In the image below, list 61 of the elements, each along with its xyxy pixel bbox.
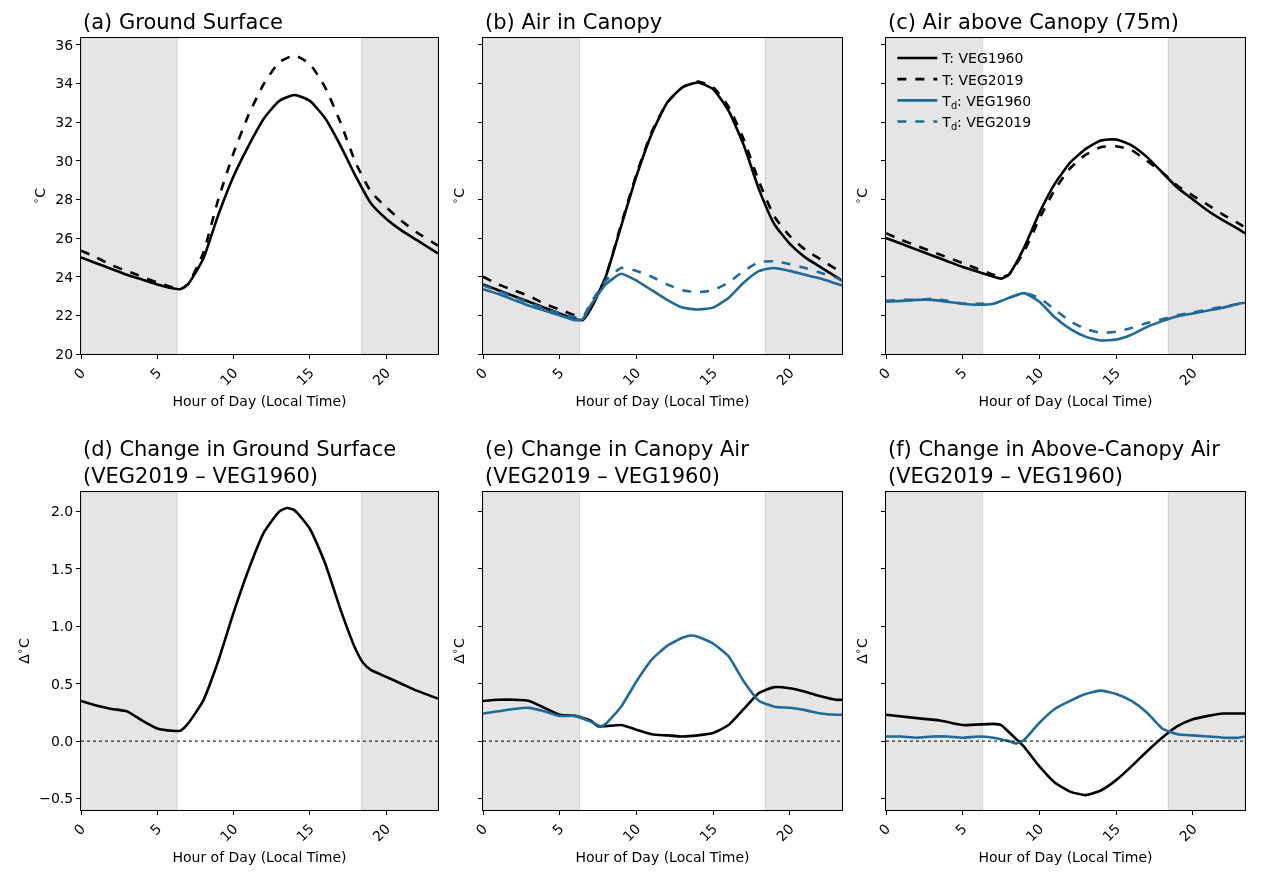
x-tick-label: 10 [1022,820,1047,845]
x-tick-label: 10 [216,364,241,389]
y-tick-label: 36 [55,36,74,53]
y-tick-label: 0.0 [50,733,74,750]
x-tick-label: 5 [146,820,165,839]
chart-title: (b) Air in Canopy [485,10,663,34]
x-axis-title: Hour of Day (Local Time) [172,392,347,409]
x-tick-label: 10 [1022,364,1047,389]
x-tick-label: 0 [472,364,491,383]
x-tick-label: 20 [772,820,797,845]
x-tick-label: 15 [1099,820,1124,845]
x-tick-label: 0 [70,364,89,383]
y-tick-label: 22 [55,307,74,324]
x-tick-label: 20 [369,364,394,389]
x-axis-title: Hour of Day (Local Time) [575,848,750,865]
x-tick-label: 0 [875,364,894,383]
x-tick-label: 20 [1175,820,1200,845]
x-tick-label: 0 [472,820,491,839]
x-tick-label: 20 [369,820,394,845]
y-tick-label: 34 [55,75,74,92]
chart-title: (f) Change in Above-Canopy Air (VEG2019 – VEG1960) [888,437,1221,489]
x-tick-label: 5 [952,820,970,839]
x-tick-label: 5 [549,820,567,839]
x-tick-label: 15 [696,364,721,389]
x-tick-label: 15 [293,364,317,389]
legend-label: T$_{d}$: VEG2019 [941,114,1032,132]
x-tick-label: 20 [772,364,797,389]
y-tick-label: 0.5 [50,675,74,692]
y-tick-label: 24 [55,268,74,285]
y-tick-label: −0.5 [39,790,74,807]
y-tick-label: 1.0 [50,618,74,635]
y-tick-label: 1.5 [50,560,74,577]
x-tick-label: 15 [1099,364,1124,389]
legend-label: T: VEG1960 [941,50,1024,67]
x-tick-label: 0 [875,820,894,839]
y-tick-label: 26 [55,229,74,246]
x-tick-label: 0 [70,820,89,839]
chart-title: (c) Air above Canopy (75m) [888,10,1179,34]
legend-label: T$_{d}$: VEG1960 [941,92,1032,111]
x-tick-label: 20 [1175,364,1200,389]
chart-title: (a) Ground Surface [83,10,283,34]
legend-label: T: VEG2019 [941,71,1024,88]
x-tick-label: 5 [549,364,567,383]
y-tick-label: 28 [55,191,74,208]
x-axis-title: Hour of Day (Local Time) [172,848,347,865]
y-tick-label: 20 [55,345,74,362]
x-axis-title: Hour of Day (Local Time) [575,392,750,409]
y-tick-label: 32 [55,113,74,130]
x-axis-title: Hour of Day (Local Time) [978,392,1153,409]
x-tick-label: 10 [216,820,241,845]
x-tick-label: 5 [146,364,165,383]
x-tick-label: 15 [293,820,317,845]
x-tick-label: 10 [619,364,644,389]
x-tick-label: 10 [619,820,644,845]
y-tick-label: 2.0 [50,503,74,520]
x-tick-label: 15 [696,820,721,845]
x-tick-label: 5 [952,364,970,383]
chart-title: (e) Change in Canopy Air (VEG2019 – VEG1960) [485,437,750,489]
chart-title: (d) Change in Ground Surface (VEG2019 – VEG1960) [83,437,397,489]
y-tick-label: 30 [55,152,74,169]
x-axis-title: Hour of Day (Local Time) [978,848,1153,865]
